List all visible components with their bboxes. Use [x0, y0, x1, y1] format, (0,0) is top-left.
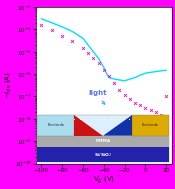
Text: light: light — [88, 90, 107, 104]
X-axis label: V$_g$ (V): V$_g$ (V) — [93, 174, 115, 186]
Y-axis label: $-I_{ds}$ (A): $-I_{ds}$ (A) — [4, 71, 13, 99]
